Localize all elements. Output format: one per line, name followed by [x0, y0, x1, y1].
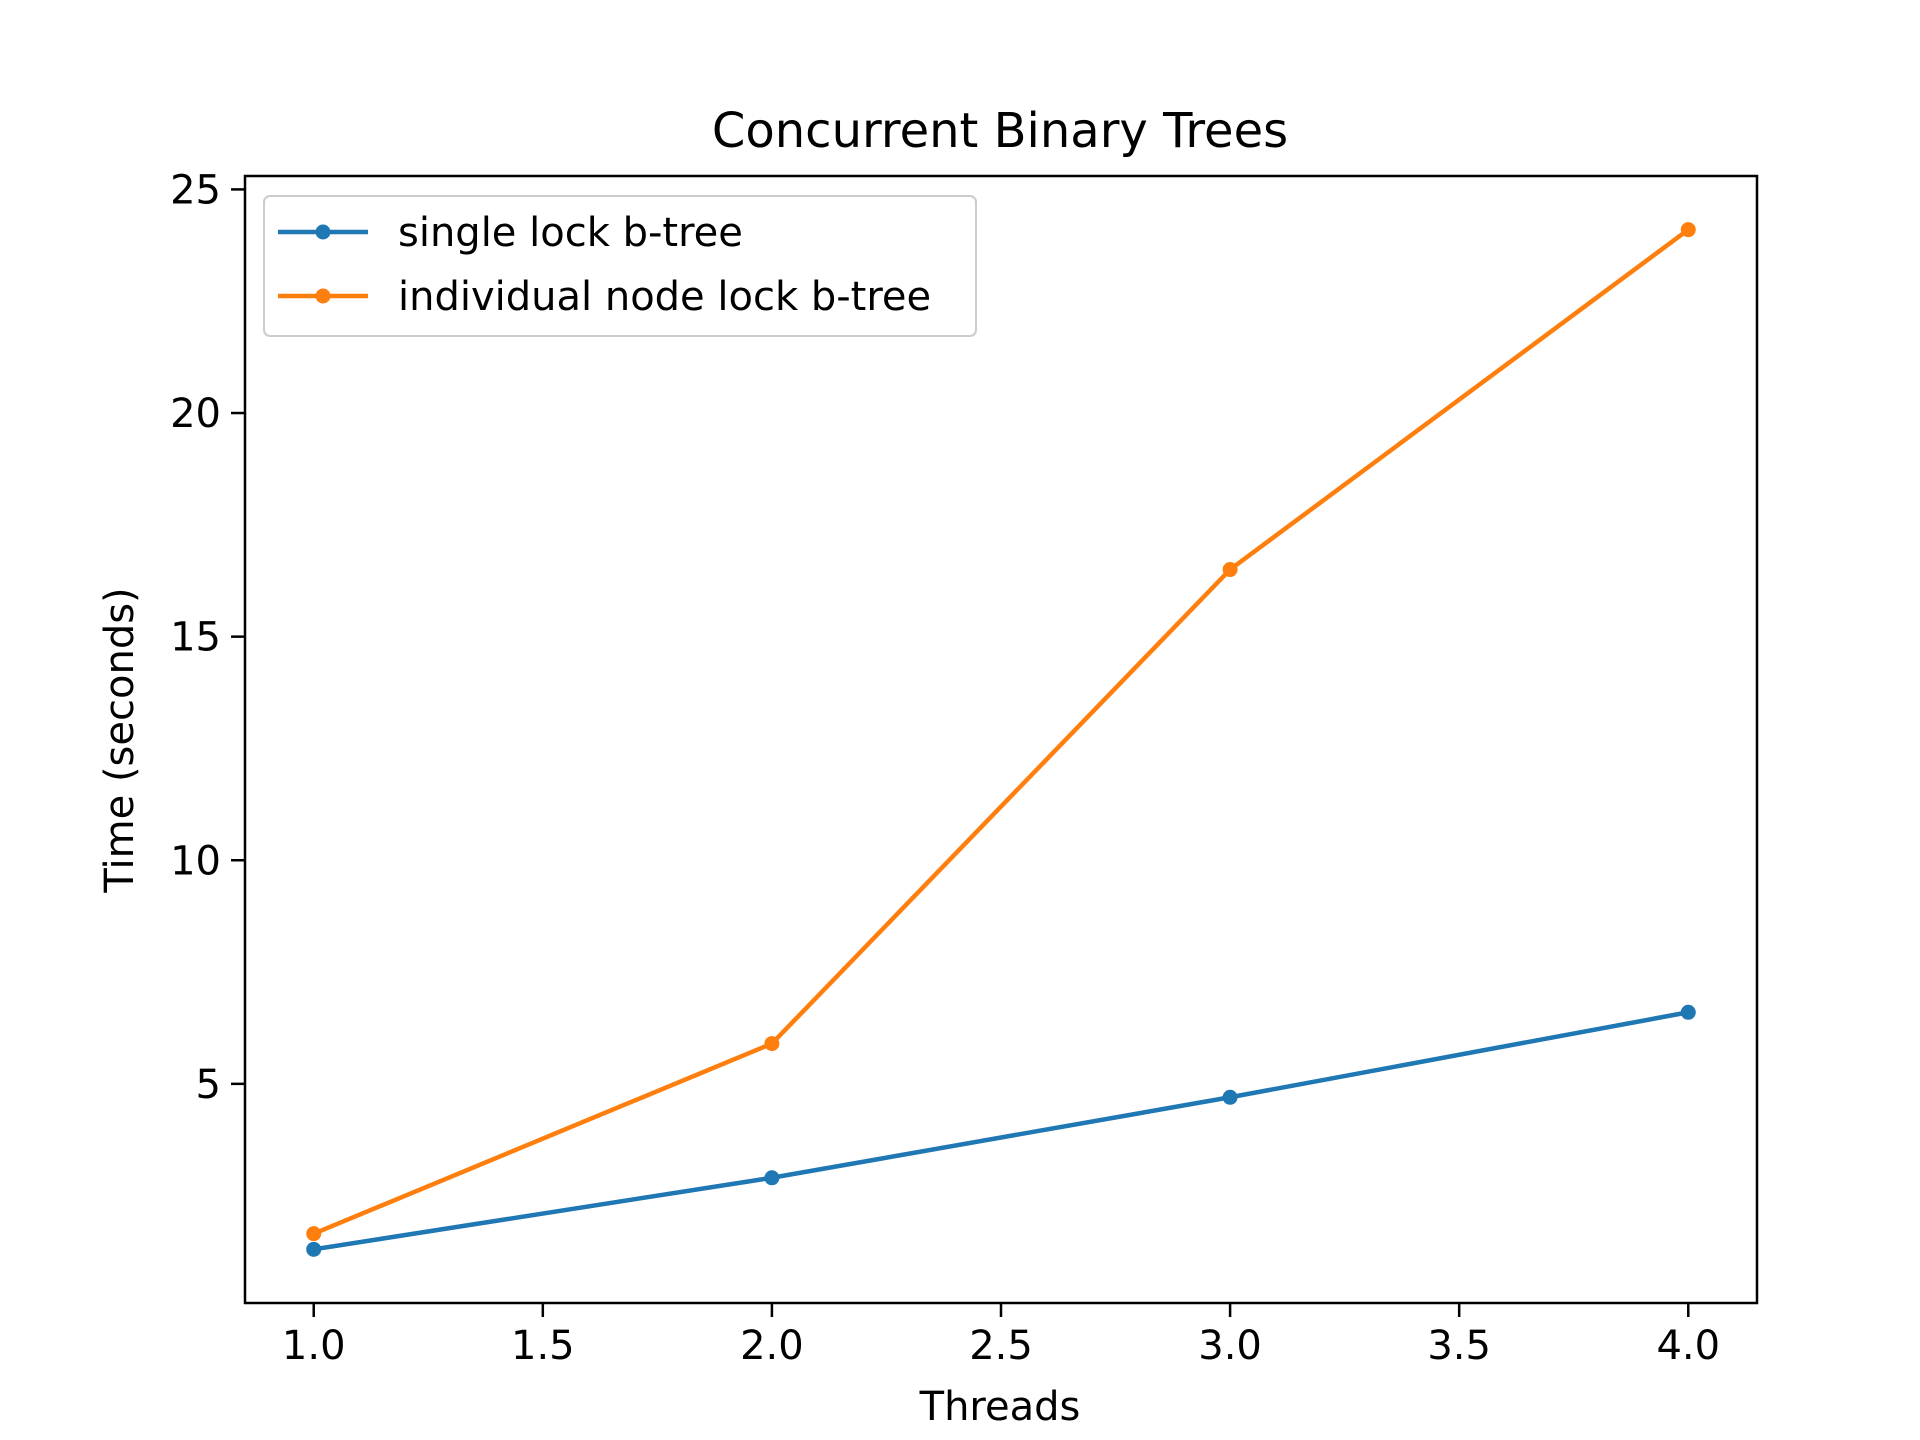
y-tick-label: 20: [170, 391, 221, 437]
x-tick-label: 3.0: [1198, 1323, 1262, 1369]
x-axis: 1.0 1.5 2.0 2.5 3.0 3.5 4.0: [282, 1303, 1720, 1369]
x-tick-label: 2.0: [740, 1323, 804, 1369]
x-tick-label: 2.5: [969, 1323, 1033, 1369]
series-2-point: [1222, 562, 1238, 578]
legend-swatch-marker: [315, 288, 331, 304]
series-2-point: [1680, 222, 1696, 238]
legend: single lock b-tree individual node lock b…: [263, 195, 977, 337]
series-2-point: [306, 1226, 322, 1242]
legend-box: [263, 195, 977, 337]
y-tick-label: 15: [170, 615, 221, 661]
plot-frame: [243, 174, 1759, 1305]
x-tick-label: 1.0: [282, 1323, 346, 1369]
x-tick-label: 3.5: [1427, 1323, 1491, 1369]
y-tick-label: 10: [170, 838, 221, 884]
series-1-point: [306, 1241, 322, 1257]
x-tick-label: 4.0: [1656, 1323, 1720, 1369]
chart-title: Concurrent Binary Trees: [712, 103, 1288, 159]
series-1-point: [1680, 1004, 1696, 1020]
y-axis-title: Time (seconds): [97, 587, 143, 893]
series-2-point: [764, 1036, 780, 1052]
x-axis-title: Threads: [919, 1384, 1081, 1430]
y-tick-label: 25: [170, 167, 221, 213]
legend-label: individual node lock b-tree: [398, 274, 931, 320]
y-tick-label: 5: [196, 1062, 221, 1108]
legend-label: single lock b-tree: [398, 210, 743, 256]
series-1-point: [1222, 1089, 1238, 1105]
series-line-2: [310, 226, 1692, 1237]
plot-area: [306, 222, 1696, 1257]
series-1-point: [764, 1170, 780, 1186]
legend-swatch-marker: [315, 224, 331, 240]
x-tick-label: 1.5: [511, 1323, 575, 1369]
series-line-1: [311, 1009, 1691, 1252]
y-axis: 5 10 15 20 25: [170, 167, 245, 1108]
